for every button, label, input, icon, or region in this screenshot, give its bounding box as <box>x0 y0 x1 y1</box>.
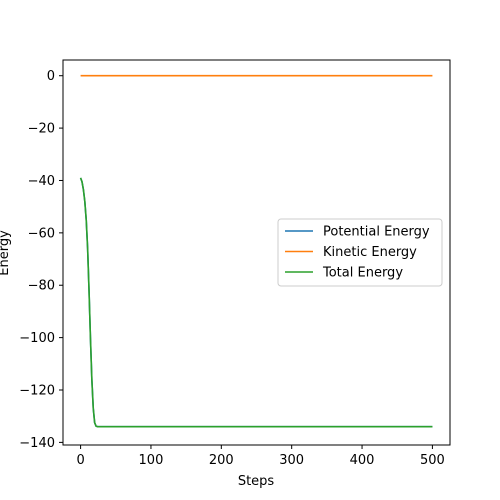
legend: Potential Energy Kinetic Energy Total Ener… <box>277 218 443 287</box>
y-tick-label: −20 <box>28 122 55 137</box>
y-tick-label: −120 <box>19 384 55 399</box>
legend-box <box>277 218 443 287</box>
y-tick-label: −60 <box>28 226 55 241</box>
y-tick-label: −100 <box>19 331 55 346</box>
legend-label-3: Total Energy <box>322 266 403 281</box>
y-tick-label: −80 <box>28 279 55 294</box>
x-tick-label: 100 <box>139 453 164 468</box>
y-axis-label: Energy <box>0 230 12 276</box>
x-tick-label: 500 <box>420 453 445 468</box>
legend-items: Potential Energy Kinetic Energy Total Ener… <box>285 225 430 281</box>
y-tick-label: −140 <box>19 436 55 451</box>
series-line-3 <box>79 177 433 428</box>
legend-label-1: Potential Energy <box>323 225 430 240</box>
x-tick-label: 200 <box>209 453 234 468</box>
x-tick-label: 300 <box>279 453 304 468</box>
x-axis-ticks: 0 100 200 300 400 500 <box>76 445 445 468</box>
plot-frame <box>62 59 451 446</box>
plot-lines <box>79 74 433 428</box>
y-tick-label: 0 <box>47 69 55 84</box>
x-tick-label: 400 <box>350 453 375 468</box>
legend-label-2: Kinetic Energy <box>323 245 417 260</box>
x-axis-label: Steps <box>238 474 275 489</box>
y-tick-label: −40 <box>28 174 55 189</box>
x-tick-label: 0 <box>76 453 84 468</box>
y-axis-ticks: 0 −20 −40 −60 −80 −100 −120 −140 <box>19 69 63 451</box>
